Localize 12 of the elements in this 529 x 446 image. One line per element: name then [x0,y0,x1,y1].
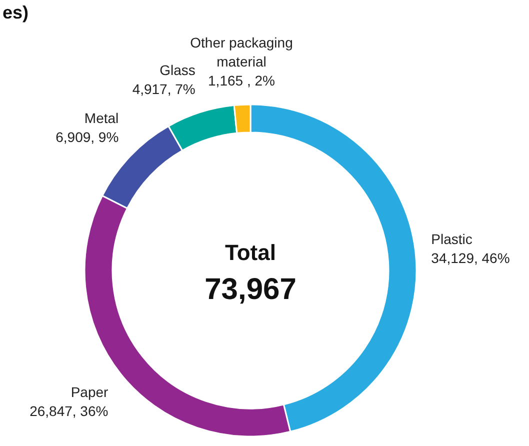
slice-label: Paper [70,384,109,400]
slice-label: Plastic [431,230,472,247]
slice-label: Metal [84,110,119,126]
data-label: 26,847, 36% [30,403,108,420]
data-label: 6,909, 9% [56,129,119,146]
text: Total [225,240,276,265]
chart-title: es) [2,2,29,22]
data-label: 34,129, 46% [431,250,510,266]
data-label: 4,917, 7% [132,81,196,98]
data-label: 1,165 , 2% [208,72,275,89]
slice-label: Glass [160,62,196,78]
text: 73,967 [204,273,296,306]
